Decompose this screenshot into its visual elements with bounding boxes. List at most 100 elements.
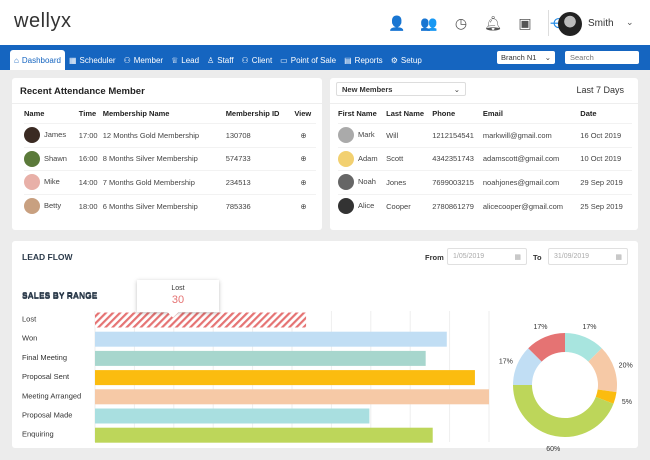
membership-name: 6 Months Silver Membership xyxy=(102,193,226,218)
calendar-icon: ▦ xyxy=(68,55,77,65)
view-zoom-icon[interactable]: ⊕ xyxy=(294,123,316,147)
chevron-down-icon[interactable]: ⌄ xyxy=(626,17,634,27)
column-header: Membership Name xyxy=(102,109,170,118)
calendar-check-icon[interactable]: ▣ xyxy=(518,14,532,31)
column-header: Email xyxy=(482,109,503,118)
monitor-icon: ▭ xyxy=(280,55,288,65)
tooltip-label: Lost xyxy=(171,285,185,292)
view-zoom-icon[interactable]: ⊕ xyxy=(294,170,316,194)
category-label: Lost xyxy=(22,315,37,324)
bar-proposal-made[interactable] xyxy=(95,408,370,424)
tab-label: Lead xyxy=(181,55,200,65)
membership-id: 234513 xyxy=(225,170,295,194)
tab-scheduler[interactable]: ▦ Scheduler xyxy=(65,50,120,70)
phone: 2780861279 xyxy=(432,193,483,218)
date-range: Last 7 Days xyxy=(576,85,624,95)
view-zoom-icon[interactable]: ⊕ xyxy=(294,193,316,218)
top-header: wellyx 👤 👥 ◷ 🔔︎ ▣ ⋲ Smith ⌄ xyxy=(0,0,650,45)
last-name: Jones xyxy=(386,170,433,194)
to-date-input[interactable]: 31/09/2019 ▦ xyxy=(548,248,628,265)
home-icon: ⌂ xyxy=(14,55,19,65)
category-label: Proposal Made xyxy=(22,411,72,420)
time: 16:00 xyxy=(78,146,103,171)
donut-slice[interactable] xyxy=(595,389,617,404)
column-header: Membership ID xyxy=(225,109,280,118)
column-header: Name xyxy=(24,109,45,118)
bar-lost[interactable] xyxy=(95,312,307,328)
last-name: Cooper xyxy=(386,193,433,218)
tab-dashboard[interactable]: ⌂ Dashboard xyxy=(10,50,65,70)
from-date-input[interactable]: 1/05/2019 ▦ xyxy=(447,248,527,265)
tab-lead[interactable]: ♕ Lead xyxy=(167,50,203,70)
donut-slice[interactable] xyxy=(565,333,602,362)
to-date-value: 31/09/2019 xyxy=(554,253,590,260)
attendance-card: Recent Attendance Member Name Time Members… xyxy=(12,78,322,230)
table-row: Alice Cooper 2780861279 alicecooper@gmail.c… xyxy=(338,193,632,218)
tab-label: Reports xyxy=(354,55,383,65)
donut-slice[interactable] xyxy=(513,385,614,438)
tab-label: Point of Sale xyxy=(290,55,337,65)
user-clock-icon[interactable]: 👥 xyxy=(420,14,438,31)
table-row: James 17:00 12 Months Gold Membership 13070… xyxy=(24,123,316,147)
member-name: Shawn xyxy=(44,153,67,163)
avatar xyxy=(24,198,40,214)
member-name: Mike xyxy=(44,177,60,187)
tab-label: Scheduler xyxy=(79,55,116,65)
avatar xyxy=(338,150,354,167)
membership-name: 7 Months Gold Membership xyxy=(102,170,226,194)
avatar xyxy=(24,150,40,167)
bar-won[interactable] xyxy=(95,331,447,347)
chart-title: SALES BY RANGE xyxy=(22,291,98,301)
tab-client[interactable]: ⚇ Client xyxy=(238,50,277,70)
bar-final-meeting[interactable] xyxy=(95,350,426,366)
tab-label: Member xyxy=(133,55,164,65)
category-label: Final Meeting xyxy=(22,353,67,362)
chevron-down-icon: ⌄ xyxy=(453,85,460,94)
avatar[interactable] xyxy=(558,12,582,36)
member-name: Betty xyxy=(44,200,62,210)
bar-meeting-arranged[interactable] xyxy=(95,389,489,405)
branch-select[interactable]: Branch N1 ⌄ xyxy=(497,51,555,64)
bell-icon[interactable]: 🔔︎ xyxy=(484,14,502,31)
clock-icon[interactable]: ◷ xyxy=(454,14,468,31)
users-icon: ⚇ xyxy=(241,55,249,65)
tab-label: Client xyxy=(251,55,273,65)
tab-staff[interactable]: ♙ Staff xyxy=(203,50,237,70)
calendar-icon: ▦ xyxy=(514,254,521,261)
tab-label: Staff xyxy=(217,55,234,65)
column-header: First Name xyxy=(338,109,377,118)
tab-point-of-sale[interactable]: ▭ Point of Sale xyxy=(276,50,340,70)
donut-slice[interactable] xyxy=(513,348,542,385)
logo[interactable]: wellyx xyxy=(14,10,72,32)
lead-flow-title: LEAD FLOW xyxy=(22,252,73,262)
new-members-dropdown[interactable]: New Members ⌄ xyxy=(336,82,466,96)
search-input[interactable] xyxy=(565,51,639,64)
email: adamscott@gmail.com xyxy=(482,146,581,171)
user-name[interactable]: Smith xyxy=(588,18,614,29)
table-row: Adam Scott 4342351743 adamscott@gmail.com 10… xyxy=(338,146,632,171)
tab-member[interactable]: ⚇ Member xyxy=(120,50,168,70)
email: alicecooper@gmail.com xyxy=(482,193,581,218)
sales-by-range-subtitle: SALES BY RANGE xyxy=(22,290,98,300)
avatar xyxy=(24,174,40,191)
first-name: Noah xyxy=(358,177,376,187)
tab-reports[interactable]: ▤ Reports xyxy=(340,50,387,70)
slice-label: 17% xyxy=(499,359,513,366)
slice-label: 5% xyxy=(622,399,632,406)
donut-slice[interactable] xyxy=(528,333,565,362)
tab-setup[interactable]: ⚙ Setup xyxy=(387,50,426,70)
table-row: Noah Jones 7699003215 noahjones@gmail.com 29… xyxy=(338,170,632,194)
slice-label: 60% xyxy=(546,446,560,453)
user-check-icon[interactable]: 👤 xyxy=(388,14,406,31)
email: noahjones@gmail.com xyxy=(482,170,581,194)
to-label: To xyxy=(533,253,542,262)
donut-slice[interactable] xyxy=(588,348,617,393)
first-name: Alice xyxy=(358,200,375,210)
bar-proposal-sent[interactable] xyxy=(95,370,475,386)
branch-value: Branch N1 xyxy=(501,53,537,62)
view-zoom-icon[interactable]: ⊕ xyxy=(294,146,316,171)
membership-id: 574733 xyxy=(225,146,295,171)
bar-enquiring[interactable] xyxy=(95,427,433,443)
first-name: Mark xyxy=(358,130,375,140)
